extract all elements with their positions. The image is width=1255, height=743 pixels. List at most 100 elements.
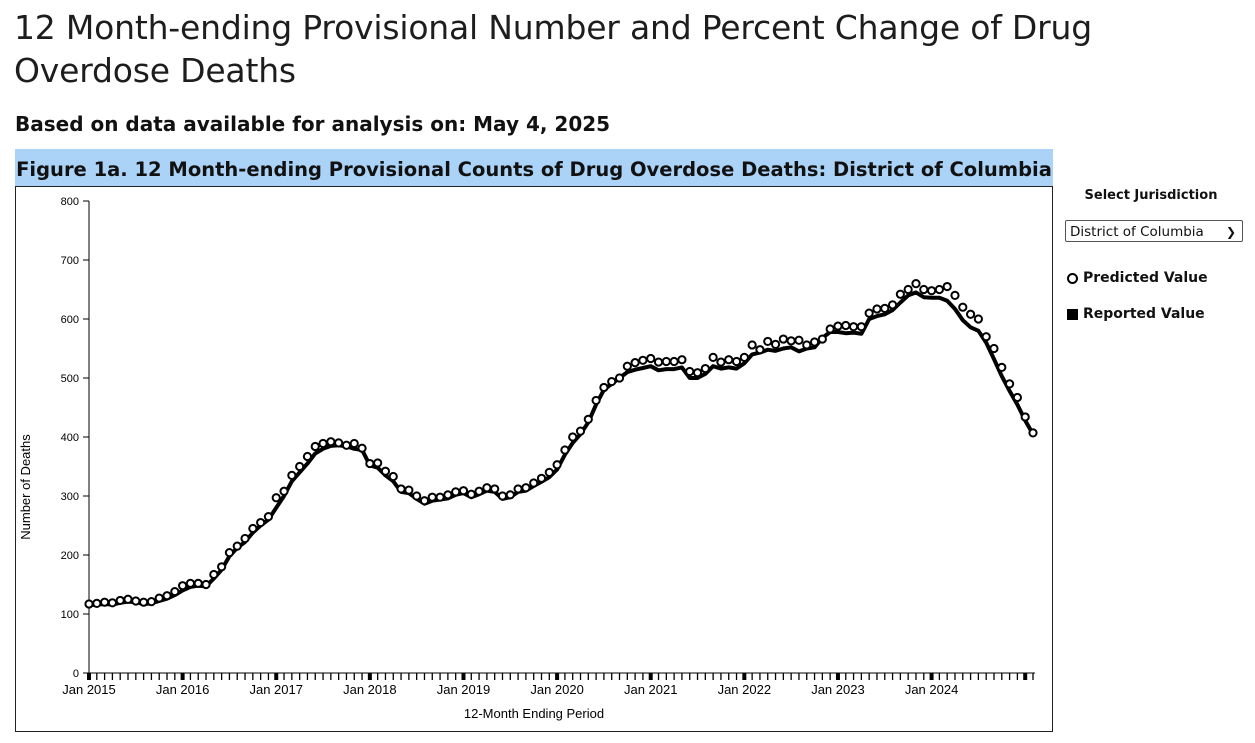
predicted-value-point xyxy=(825,324,835,334)
predicted-value-point xyxy=(568,432,578,442)
predicted-value-point xyxy=(934,284,944,295)
predicted-value-point xyxy=(240,533,250,544)
open-circle-icon xyxy=(1067,272,1078,284)
predicted-value-point xyxy=(653,357,664,367)
predicted-value-point xyxy=(92,598,102,608)
y-tick-label: 400 xyxy=(61,432,79,444)
predicted-value-point xyxy=(794,335,804,345)
jurisdiction-select[interactable]: District of Columbia ❯ xyxy=(1065,220,1243,242)
predicted-value-point xyxy=(443,490,453,500)
x-tick-label: Jan 2021 xyxy=(624,682,678,697)
predicted-value-point xyxy=(965,309,976,319)
predicted-value-point xyxy=(170,586,180,597)
predicted-value-point xyxy=(388,471,398,482)
predicted-value-point xyxy=(677,355,687,365)
predicted-value-point xyxy=(302,451,313,462)
overdose-chart: 0 100 200 300 400 500 600 700 800 Number of Death… xyxy=(18,196,1038,721)
predicted-value-point xyxy=(185,578,196,588)
predicted-value-point xyxy=(583,414,593,424)
predicted-value-point xyxy=(981,332,991,342)
legend-predicted: Predicted Value xyxy=(1067,269,1208,287)
predicted-value-point xyxy=(115,595,125,606)
predicted-value-point xyxy=(989,343,999,354)
jurisdiction-select-value: District of Columbia xyxy=(1070,224,1204,240)
predicted-value-point xyxy=(435,492,445,502)
chevron-down-icon: ❯ xyxy=(1225,225,1236,239)
legend-predicted-label: Predicted Value xyxy=(1083,270,1208,286)
predicted-value-point xyxy=(373,458,383,468)
predicted-value-point xyxy=(763,336,773,347)
predicted-value-point xyxy=(731,356,742,367)
predicted-value-point xyxy=(856,322,866,332)
predicted-value-point xyxy=(404,485,414,495)
predicted-value-point xyxy=(848,322,859,332)
chart-panel: Figure 1a. 12 Month-ending Provisional C… xyxy=(15,149,1053,732)
predicted-value-point xyxy=(193,578,203,588)
y-tick-label: 600 xyxy=(61,314,79,326)
predicted-value-point xyxy=(911,279,921,289)
predicted-value-point xyxy=(505,490,515,500)
x-tick-label: Jan 2017 xyxy=(249,682,303,697)
chart-frame: 0 100 200 300 400 500 600 700 800 Number of Death… xyxy=(15,186,1053,732)
predicted-value-point xyxy=(895,289,905,299)
predicted-value-point xyxy=(131,596,141,606)
predicted-value-point xyxy=(178,581,188,591)
y-axis-label: Number of Deaths xyxy=(18,434,33,540)
select-jurisdiction-label: Select Jurisdiction xyxy=(1084,188,1218,203)
predicted-value-point xyxy=(1028,428,1038,438)
y-tick-label: 500 xyxy=(61,373,79,385)
predicted-value-point xyxy=(295,461,305,472)
predicted-value-point xyxy=(692,368,703,378)
predicted-value-point xyxy=(271,493,281,503)
predicted-value-point xyxy=(887,300,898,310)
predicted-value-point xyxy=(490,484,500,494)
predicted-value-point xyxy=(349,438,359,449)
predicted-value-point xyxy=(209,569,219,580)
page-title: 12 Month-ending Provisional Number and P… xyxy=(14,8,1092,90)
x-tick-label: Jan 2015 xyxy=(62,682,116,697)
predicted-value-point xyxy=(310,441,320,452)
predicted-value-point xyxy=(458,486,469,496)
predicted-value-point xyxy=(646,353,656,364)
predicted-value-point xyxy=(622,361,632,371)
y-tick-label: 800 xyxy=(61,196,79,208)
data-availability-subtitle: Based on data available for analysis on:… xyxy=(15,112,611,136)
x-tick-label: Jan 2018 xyxy=(343,682,397,697)
predicted-value-point xyxy=(427,492,437,502)
predicted-value-point xyxy=(162,591,172,601)
predicted-value-point xyxy=(139,597,149,607)
predicted-value-point xyxy=(263,512,274,522)
figure-caption: Figure 1a. 12 Month-ending Provisional C… xyxy=(15,149,1053,186)
predicted-value-point xyxy=(997,362,1007,372)
y-tick-label: 100 xyxy=(61,609,79,621)
x-tick-label: Jan 2024 xyxy=(905,682,959,697)
filled-square-icon xyxy=(1067,308,1078,320)
predicted-value-point xyxy=(716,357,726,367)
x-tick-label: Jan 2020 xyxy=(530,682,584,697)
predicted-value-point xyxy=(536,473,547,483)
predicted-value-point xyxy=(232,541,242,551)
y-tick-label: 200 xyxy=(61,550,79,562)
predicted-value-point xyxy=(669,356,679,367)
predicted-value-point xyxy=(607,376,617,387)
predicted-value-point xyxy=(341,440,352,450)
predicted-value-point xyxy=(841,320,851,331)
x-tick-label: Jan 2016 xyxy=(156,682,210,697)
y-tick-label: 0 xyxy=(73,668,79,680)
predicted-value-point xyxy=(872,304,882,314)
predicted-value-point xyxy=(864,308,874,318)
predicted-value-point xyxy=(833,321,843,331)
predicted-value-point xyxy=(1020,412,1030,422)
predicted-value-point xyxy=(747,340,757,350)
predicted-value-point xyxy=(287,470,297,480)
predicted-value-point xyxy=(1012,392,1022,403)
predicted-value-point xyxy=(482,483,492,493)
predicted-value-point xyxy=(1004,379,1015,389)
predicted-value-point xyxy=(326,437,336,447)
predicted-value-point xyxy=(318,438,328,449)
y-tick-label: 300 xyxy=(61,491,79,503)
predicted-value-point xyxy=(256,517,266,528)
x-tick-label: Jan 2023 xyxy=(811,682,865,697)
predicted-value-point xyxy=(248,523,258,534)
x-tick-label: Jan 2022 xyxy=(718,682,772,697)
